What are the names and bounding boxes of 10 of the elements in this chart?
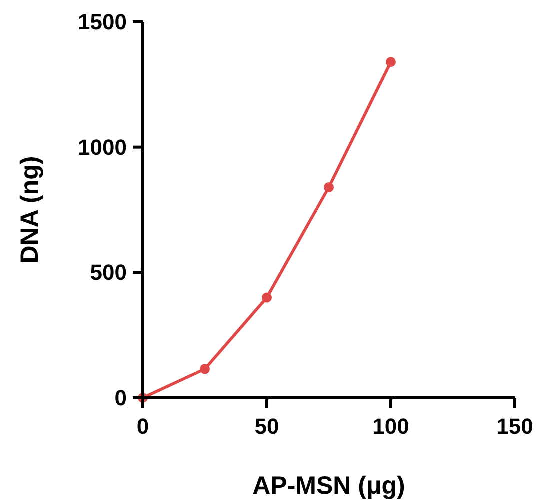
y-tick-label: 0 xyxy=(114,386,127,410)
x-tick-label: 150 xyxy=(496,414,534,439)
x-tick-label: 100 xyxy=(372,414,410,439)
y-tick-label: 1500 xyxy=(78,10,127,34)
x-axis-title: AP-MSN (μg) xyxy=(252,472,406,500)
x-tick-label: 50 xyxy=(254,414,280,439)
y-tick-label: 1000 xyxy=(78,134,127,160)
y-axis-title: DNA (ng) xyxy=(16,156,44,264)
x-tick-label: 0 xyxy=(136,414,150,439)
y-tick-label: 500 xyxy=(90,260,127,286)
